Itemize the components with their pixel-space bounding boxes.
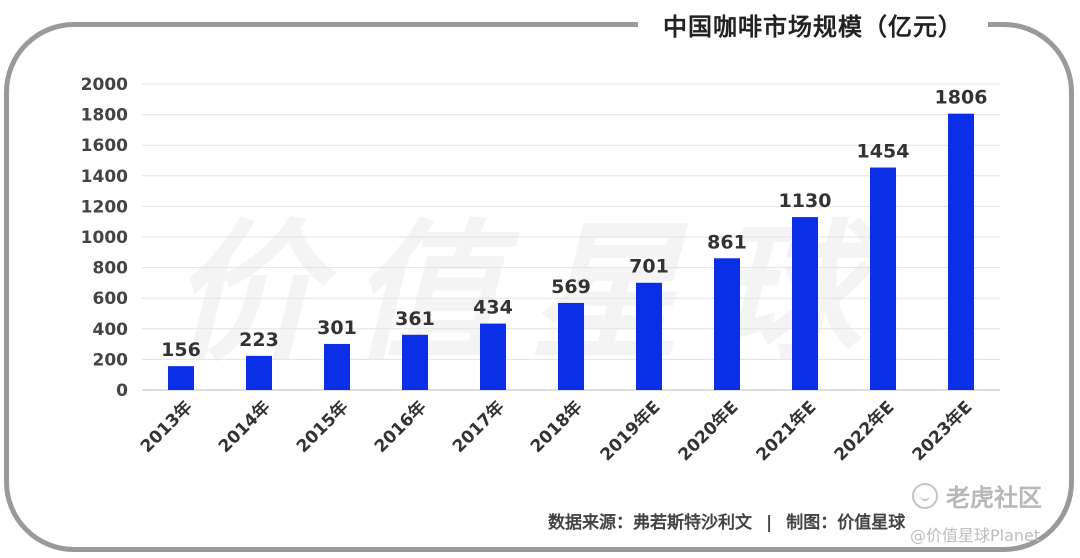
- y-axis-ticks: 0 200 400 600 800 1000 1200 1400 1600 1800 2000: [81, 75, 128, 401]
- category-label: 2021年E: [752, 397, 821, 466]
- value-label: 301: [317, 317, 357, 339]
- bars: [168, 113, 974, 390]
- value-label: 701: [629, 256, 669, 278]
- category-label: 2019年E: [596, 397, 665, 466]
- category-label: 2020年E: [674, 397, 743, 466]
- category-label: 2014年: [214, 397, 274, 457]
- source-note: 数据来源：弗若斯特沙利文 | 制图：价值星球: [548, 508, 905, 533]
- value-label: 1130: [779, 190, 832, 212]
- y-tick-label: 0: [116, 381, 128, 401]
- bar: [714, 258, 740, 390]
- bar: [402, 334, 428, 390]
- y-tick-label: 200: [93, 350, 129, 370]
- watermark-small: @价值星球Planet: [910, 526, 1041, 545]
- category-label: 2022年E: [830, 397, 899, 466]
- value-label: 1454: [857, 141, 910, 163]
- value-labels: 156 223 301 361 434 569 701 861 1130 1454 1806: [161, 87, 987, 361]
- bar: [870, 167, 896, 390]
- value-label: 223: [239, 329, 279, 351]
- value-label: 361: [395, 308, 435, 330]
- smile-icon: [912, 482, 938, 509]
- y-tick-label: 1800: [81, 106, 128, 126]
- brand-watermark: 老虎社区: [912, 478, 1042, 513]
- bar: [246, 355, 272, 390]
- y-tick-label: 1600: [81, 136, 128, 156]
- source-text: 数据来源：弗若斯特沙利文: [548, 513, 752, 533]
- bar: [168, 366, 194, 390]
- value-label: 434: [473, 297, 513, 319]
- category-labels: 2013年 2014年 2015年 2016年 2017年 2018年 2019年E 2020…: [136, 397, 976, 466]
- category-label: 2017年: [448, 397, 508, 457]
- chart-title: 中国咖啡市场规模（亿元）: [663, 12, 963, 41]
- bar: [792, 217, 818, 390]
- bar: [324, 343, 350, 390]
- y-tick-label: 1200: [81, 197, 128, 217]
- y-tick-label: 400: [93, 320, 129, 340]
- value-label: 156: [161, 339, 201, 361]
- source-separator: |: [766, 513, 773, 533]
- category-label: 2013年: [136, 397, 196, 457]
- y-tick-label: 2000: [81, 75, 128, 95]
- bar: [480, 323, 506, 390]
- y-tick-label: 1400: [81, 167, 128, 187]
- brand-text: 老虎社区: [946, 484, 1042, 512]
- y-tick-label: 1000: [81, 228, 128, 248]
- y-tick-label: 800: [93, 259, 129, 279]
- title-box: 中国咖啡市场规模（亿元）: [638, 4, 988, 44]
- category-label: 2023年E: [908, 397, 977, 466]
- value-label: 1806: [935, 87, 988, 109]
- bar: [636, 282, 662, 390]
- bar: [558, 302, 584, 390]
- y-tick-label: 600: [93, 289, 129, 309]
- category-label: 2018年: [526, 397, 586, 457]
- category-label: 2015年: [292, 397, 352, 457]
- value-label: 569: [551, 276, 591, 298]
- category-label: 2016年: [370, 397, 430, 457]
- value-label: 861: [707, 231, 747, 253]
- bar: [948, 113, 974, 390]
- source-credit: 制图：价值星球: [786, 513, 906, 533]
